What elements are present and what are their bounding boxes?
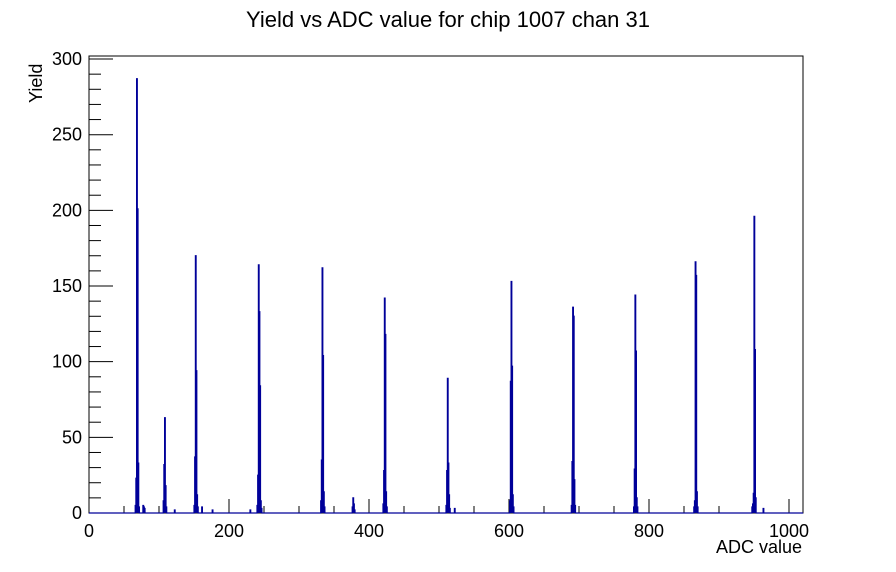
- y-tick-label: 150: [52, 276, 82, 296]
- x-tick-label: 1000: [769, 521, 809, 541]
- x-tick-label: 400: [354, 521, 384, 541]
- y-tick-label: 200: [52, 200, 82, 220]
- x-axis-title: ADC value: [715, 537, 802, 557]
- y-tick-label: 250: [52, 125, 82, 145]
- x-tick-label: 0: [84, 521, 94, 541]
- histogram-line: [89, 78, 803, 514]
- x-tick-label: 800: [634, 521, 664, 541]
- y-tick-label: 300: [52, 49, 82, 69]
- chart-title: Yield vs ADC value for chip 1007 chan 31: [246, 7, 650, 32]
- y-tick-label: 100: [52, 352, 82, 372]
- y-tick-label: 50: [62, 427, 82, 447]
- y-tick-label: 0: [72, 503, 82, 523]
- x-tick-label: 200: [214, 521, 244, 541]
- x-tick-label: 600: [494, 521, 524, 541]
